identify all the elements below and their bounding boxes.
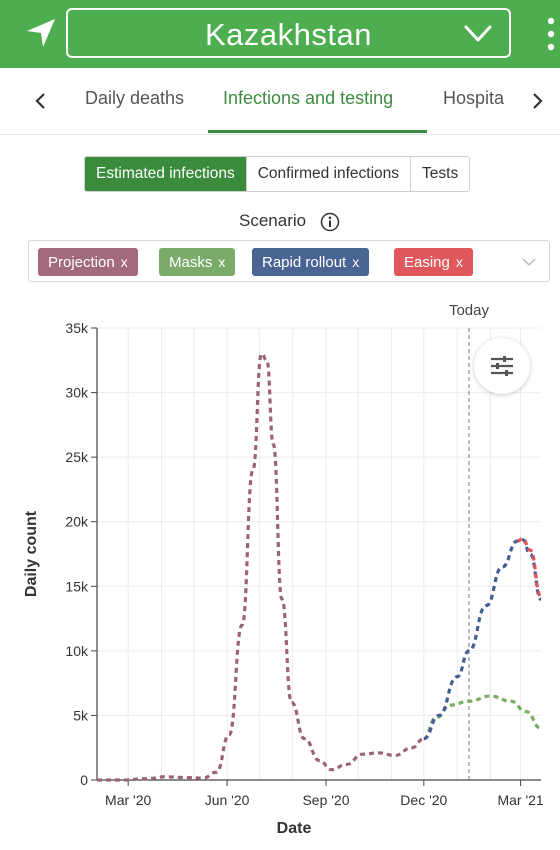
series-line-masks (423, 694, 542, 741)
y-tick-label: 15k (65, 578, 89, 594)
chip-label: Projection (48, 254, 115, 271)
chevron-down-icon[interactable] (522, 255, 536, 267)
chip-label: Rapid rollout (262, 254, 347, 271)
y-axis-title: Daily count (23, 510, 40, 597)
tab-hospitalization[interactable]: Hospita (443, 88, 505, 108)
tab-bar: Daily deaths Infections and testing Hosp… (0, 68, 560, 135)
country-selector[interactable]: Kazakhstan (66, 8, 511, 58)
scenario-label: Scenario (239, 211, 307, 230)
chevron-left-icon[interactable] (33, 90, 49, 112)
x-tick-label: Dec '20 (400, 792, 447, 808)
chart-svg: 0 5k 10k 15k 20k 25k 30k 35k Mar '20 Jun '20 Sep '… (23, 302, 544, 837)
remove-icon[interactable]: x (455, 254, 463, 270)
estimated-infections-button[interactable]: Estimated infections (85, 157, 247, 191)
country-name: Kazakhstan (205, 17, 372, 52)
info-icon[interactable] (320, 212, 340, 232)
x-tick-label: Jun '20 (205, 792, 250, 808)
chart-settings-button[interactable] (474, 338, 530, 394)
scenario-chip-projection[interactable]: Projection x (38, 248, 138, 276)
tab-overflow: Hospita (440, 68, 516, 132)
remove-icon[interactable]: x (120, 254, 128, 270)
remove-icon[interactable]: x (218, 254, 226, 270)
infections-chart: 0 5k 10k 15k 20k 25k 30k 35k Mar '20 Jun '20 Sep '… (0, 290, 560, 845)
scenario-chip-masks[interactable]: Masks x (159, 248, 236, 276)
x-tick-label: Mar '21 (497, 792, 543, 808)
chevron-right-icon[interactable] (529, 90, 545, 112)
tab-infections-and-testing[interactable]: Infections and testing (223, 88, 394, 108)
active-tab-indicator (208, 130, 427, 133)
app-header: Kazakhstan (0, 0, 560, 68)
y-tick-label: 0 (80, 772, 88, 788)
y-tick-label: 25k (65, 449, 89, 465)
series-line-projection (97, 352, 425, 782)
y-tick-label: 30k (65, 385, 89, 401)
y-tick-label: 20k (65, 514, 89, 530)
infection-type-toggle: Estimated infections Confirmed infection… (84, 156, 471, 192)
chip-label: Masks (169, 254, 213, 271)
x-axis-title: Date (277, 820, 312, 837)
series-line-rapid-rollout (423, 538, 543, 741)
location-arrow-icon[interactable] (24, 16, 58, 50)
scenario-multiselect[interactable]: Projection x Masks x Rapid rollout x Easing… (28, 240, 550, 282)
chevron-down-icon (463, 22, 493, 46)
kebab-menu-icon[interactable] (546, 16, 556, 52)
x-tick-label: Sep '20 (302, 792, 349, 808)
remove-icon[interactable]: x (352, 254, 360, 270)
y-tick-label: 10k (65, 643, 89, 659)
scenario-chip-easing[interactable]: Easing x (394, 248, 473, 276)
x-tick-label: Mar '20 (105, 792, 151, 808)
confirmed-infections-button[interactable]: Confirmed infections (246, 157, 412, 191)
y-tick-label: 5k (73, 707, 89, 723)
today-label: Today (449, 302, 490, 319)
chip-label: Easing (404, 254, 450, 271)
y-tick-label: 35k (65, 320, 89, 336)
scenario-chip-rapid-rollout[interactable]: Rapid rollout x (252, 248, 370, 276)
tests-button[interactable]: Tests (411, 157, 470, 191)
series-line-easing (517, 536, 543, 599)
tab-daily-deaths[interactable]: Daily deaths (85, 88, 185, 108)
